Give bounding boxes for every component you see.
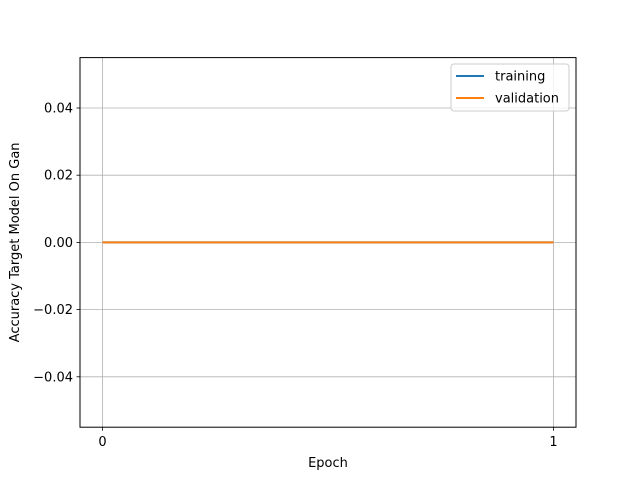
y-tick-label: 0.02 [44,169,73,184]
y-tick-label: −0.04 [33,370,73,385]
y-tick-label: 0.04 [44,102,73,117]
legend-label-training: training [495,70,545,85]
y-axis-ticks: −0.04 −0.02 0.00 0.02 0.04 [33,102,80,385]
y-tick-label: 0.00 [44,236,73,251]
y-axis-label: Accuracy Target Model On Gan [8,142,23,342]
legend: training validation [450,63,570,112]
y-tick-label: −0.02 [33,303,73,318]
x-tick-label: 0 [98,435,106,450]
legend-label-validation: validation [495,92,559,107]
x-tick-label: 1 [549,435,557,450]
x-axis-label: Epoch [308,456,348,471]
